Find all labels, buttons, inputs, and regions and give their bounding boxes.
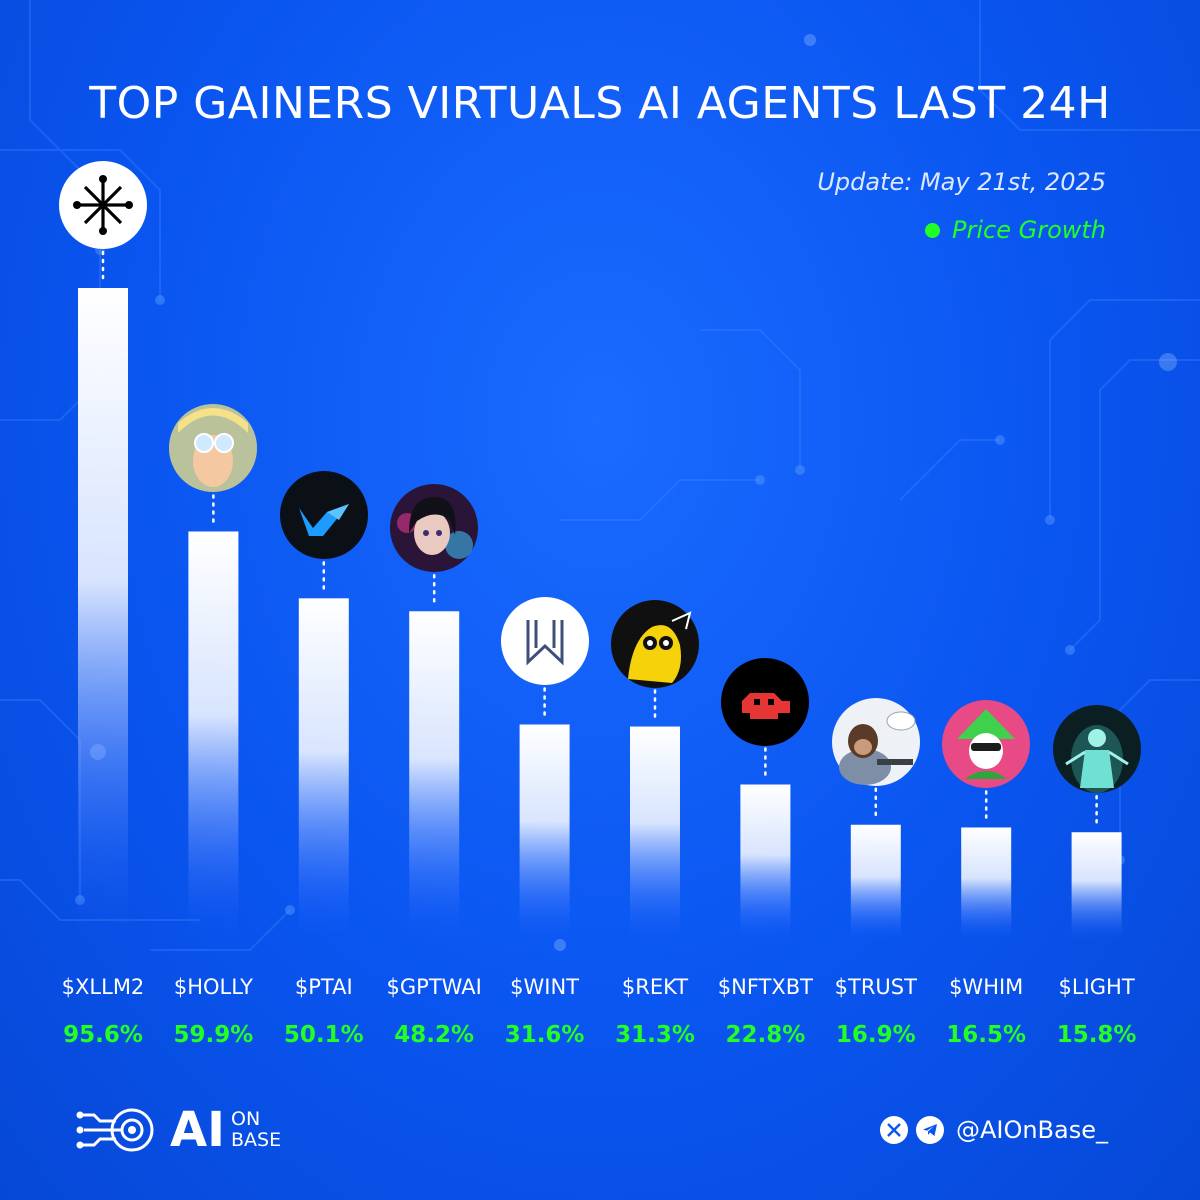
rekt-avatar-icon bbox=[610, 599, 700, 689]
bar-trust bbox=[850, 824, 901, 940]
chart-title: TOP GAINERS VIRTUALS AI AGENTS LAST 24H bbox=[89, 78, 1111, 129]
tick-label-rekt: $REKT bbox=[621, 975, 689, 999]
tick-label-xllm2: $XLLM2 bbox=[61, 975, 145, 999]
bar-light bbox=[1071, 832, 1122, 940]
cross-network-logo-icon bbox=[58, 160, 148, 250]
value-label-trust: 16.9% bbox=[835, 1022, 916, 1048]
value-label-whim: 16.5% bbox=[946, 1022, 1027, 1048]
trust-chimp-avatar-icon bbox=[831, 697, 921, 787]
bar-xllm2 bbox=[78, 288, 128, 940]
tick-label-gptwai: $GPTWAI bbox=[386, 975, 482, 999]
brand-logo: AI ON BASE bbox=[74, 1105, 281, 1155]
telegram-icon[interactable] bbox=[915, 1116, 944, 1144]
bar-rekt bbox=[630, 726, 680, 940]
tick-label-light: $LIGHT bbox=[1058, 975, 1135, 999]
bar-whim bbox=[961, 827, 1012, 940]
social-links: @AIOnBase_ bbox=[879, 1116, 1108, 1144]
tick-label-nftxbt: $NFTXBT bbox=[717, 975, 813, 999]
wint-logo-icon bbox=[500, 596, 590, 686]
x-icon[interactable] bbox=[879, 1116, 908, 1144]
update-date: Update: May 21st, 2025 bbox=[817, 168, 1106, 196]
legend-label: Price Growth bbox=[952, 216, 1106, 244]
tick-label-trust: $TRUST bbox=[834, 975, 917, 999]
value-label-xllm2: 95.6% bbox=[63, 1022, 143, 1048]
value-label-wint: 31.6% bbox=[504, 1022, 585, 1048]
value-label-gptwai: 48.2% bbox=[394, 1022, 475, 1048]
circuit-logo-icon bbox=[76, 1108, 154, 1152]
tick-label-holly: $HOLLY bbox=[173, 975, 253, 999]
value-label-rekt: 31.3% bbox=[615, 1022, 695, 1048]
brand-subtitle: ON BASE bbox=[231, 1109, 281, 1151]
bar-ptai bbox=[298, 598, 349, 940]
tick-label-wint: $WINT bbox=[510, 975, 580, 999]
light-figure-avatar-icon bbox=[1052, 704, 1142, 794]
tick-label-whim: $WHIM bbox=[949, 975, 1024, 999]
holly-avatar-icon bbox=[168, 403, 258, 493]
nftxbt-avatar-icon bbox=[720, 657, 810, 747]
ptai-logo-icon bbox=[279, 470, 369, 560]
whim-jester-avatar-icon bbox=[941, 699, 1031, 789]
legend: Price Growth bbox=[925, 216, 1106, 244]
legend-dot bbox=[925, 222, 940, 238]
brand-sub-line-1: ON bbox=[231, 1108, 261, 1130]
brand-sub-line-2: BASE bbox=[231, 1129, 282, 1151]
bar-wint bbox=[519, 724, 570, 940]
value-label-light: 15.8% bbox=[1056, 1022, 1137, 1048]
bar-holly bbox=[188, 531, 239, 940]
bar-gptwai bbox=[409, 611, 460, 940]
tick-label-ptai: $PTAI bbox=[294, 975, 353, 999]
value-label-nftxbt: 22.8% bbox=[725, 1022, 806, 1048]
brand-name: AI bbox=[170, 1102, 226, 1158]
value-label-holly: 59.9% bbox=[173, 1022, 254, 1048]
value-label-ptai: 50.1% bbox=[283, 1022, 364, 1048]
social-handle[interactable]: @AIOnBase_ bbox=[955, 1116, 1108, 1144]
bar-nftxbt bbox=[740, 784, 791, 940]
gptwai-avatar-icon bbox=[389, 483, 479, 573]
